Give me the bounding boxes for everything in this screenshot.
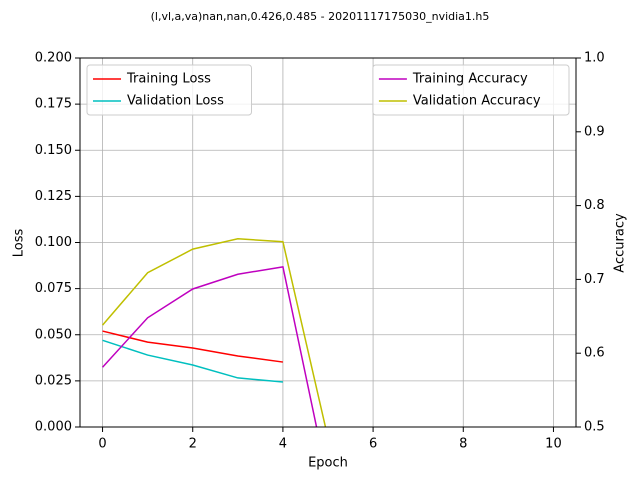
x-tick-label: 6: [369, 437, 377, 452]
y-tick-label: 0.150: [35, 143, 72, 158]
series-line: [101, 265, 318, 427]
x-tick-label: 10: [545, 437, 562, 452]
y-tick-label: 0.025: [35, 373, 72, 388]
x-axis-label: Epoch: [308, 456, 348, 471]
x-tick-label: 4: [279, 437, 287, 452]
series-line: [102, 330, 284, 363]
y-tick-label: 0.200: [35, 51, 72, 66]
x-tick-label: 8: [459, 437, 467, 452]
y-tick-label: 0.175: [35, 97, 72, 112]
chart-title: (l,vl,a,va)nan,nan,0.426,0.485 - 2020111…: [151, 10, 490, 23]
y-tick-label: 0.125: [35, 189, 72, 204]
y-tick-label: 0.000: [35, 420, 72, 435]
x-tick-label: 0: [98, 437, 106, 452]
y-tick-label: 0.050: [35, 327, 72, 342]
y-tick-label: 0.075: [35, 281, 72, 296]
y-tick-label: 0.100: [35, 235, 72, 250]
y2-tick-label: 0.6: [584, 346, 605, 361]
y2-tick-label: 0.9: [584, 124, 605, 139]
series-line: [102, 339, 283, 383]
plot-area: [101, 238, 327, 427]
y2-tick-label: 0.8: [584, 198, 605, 213]
y2-axis-label: Accuracy: [613, 213, 628, 273]
legend-box: [372, 64, 570, 116]
y2-tick-label: 1.0: [584, 51, 605, 66]
legend-label: Validation Accuracy: [413, 94, 541, 109]
legend-label: Training Accuracy: [412, 72, 528, 87]
x-tick-label: 2: [189, 437, 197, 452]
y-axis-label: Loss: [12, 229, 27, 258]
legend-box: [86, 64, 252, 116]
y2-tick-label: 0.7: [584, 272, 605, 287]
axes-frame: [79, 57, 577, 428]
legend-label: Validation Loss: [127, 94, 224, 109]
series-line: [101, 238, 327, 427]
legend-label: Training Loss: [126, 72, 211, 87]
y2-tick-label: 0.5: [584, 420, 605, 435]
